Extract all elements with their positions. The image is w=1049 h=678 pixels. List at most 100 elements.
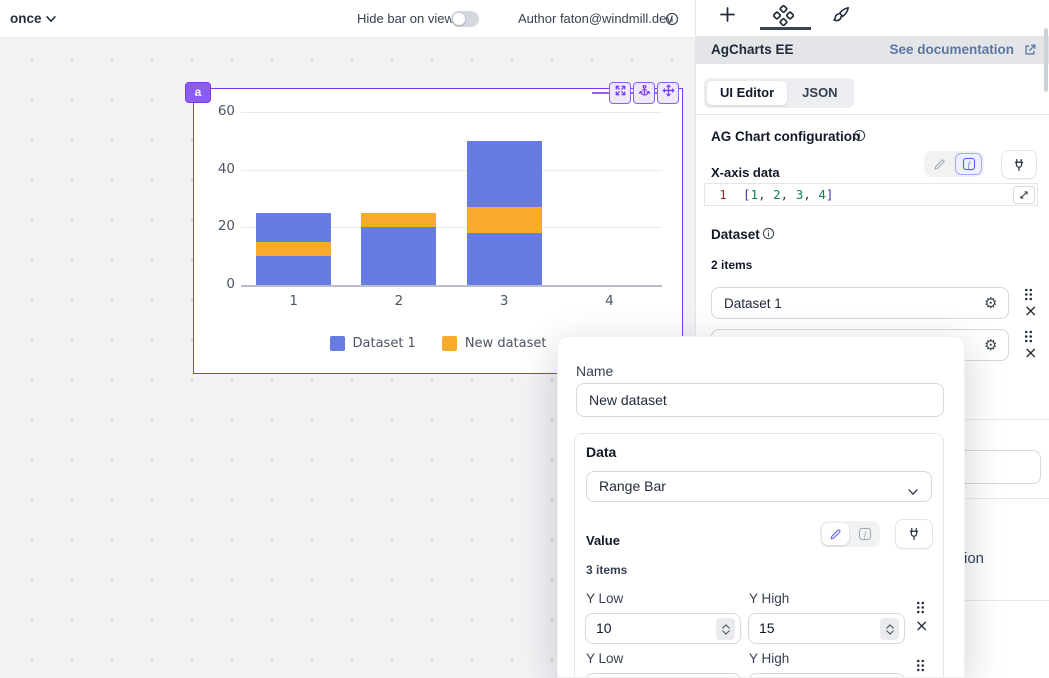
remove-dataset-button[interactable]: × [1024, 343, 1038, 362]
xaxis-data-label: X-axis data [711, 165, 780, 180]
drag-handle-icon[interactable] [1024, 330, 1033, 348]
svg-text:f: f [967, 160, 971, 169]
dataset-count: 2 items [711, 258, 753, 272]
anchor-icon [638, 84, 651, 102]
name-label: Name [576, 363, 614, 379]
chart-type-value: Range Bar [599, 478, 666, 494]
svg-text:f: f [863, 530, 867, 539]
value-label: Value [586, 533, 620, 548]
expand-handle[interactable] [609, 82, 631, 104]
data-section-box [574, 433, 944, 677]
remove-dataset-button[interactable]: × [1024, 301, 1038, 320]
static-pencil-button[interactable] [822, 523, 849, 545]
config-section-title: AG Chart configuration [711, 129, 861, 144]
drag-handle-icon[interactable] [916, 659, 925, 677]
number-stepper[interactable] [880, 618, 899, 640]
obscured-label-fragment: ion [964, 550, 985, 567]
divider [696, 114, 1049, 115]
editor-mode-tabs: UI Editor JSON [704, 78, 854, 108]
y-axis-tick-label: 40 [217, 160, 235, 177]
tab-json[interactable]: JSON [802, 85, 838, 100]
code-expand-button[interactable] [1013, 186, 1035, 204]
info-icon[interactable] [853, 129, 866, 147]
connect-plug-button[interactable] [1001, 150, 1037, 179]
y-axis-tick-label: 0 [226, 276, 235, 292]
bar-segment-dataset-1 [361, 227, 437, 285]
topbar: once Hide bar on view Author faton@windm… [0, 0, 695, 38]
y-high-label: Y High [749, 651, 790, 666]
remove-value-row-button[interactable]: × [915, 616, 929, 635]
info-icon[interactable] [762, 227, 775, 245]
range-bar-segment-new-dataset [256, 241, 332, 257]
static-pencil-button[interactable] [926, 153, 953, 175]
x-axis-tick-label: 2 [394, 293, 404, 309]
legend-item-new-dataset[interactable]: New dataset [441, 336, 546, 351]
dataset-edit-popover: Name Data Range Bar Value f 3 items Y Lo… [557, 336, 965, 678]
hide-bar-label: Hide bar on view [357, 11, 454, 26]
active-tab-underline [760, 27, 811, 30]
y-gridline [241, 227, 662, 229]
anchor-handle[interactable] [633, 82, 655, 104]
legend-label: Dataset 1 [352, 336, 416, 351]
see-documentation-link[interactable]: See documentation [889, 42, 1014, 57]
chevron-down-icon[interactable] [44, 12, 58, 31]
gear-icon[interactable]: ⚙ [984, 336, 998, 354]
y-high-input[interactable] [748, 673, 905, 677]
dataset-name-input[interactable] [576, 383, 944, 417]
external-link-icon[interactable] [1023, 43, 1037, 62]
tab-styling-brush[interactable] [831, 5, 851, 30]
connect-plug-button[interactable] [895, 519, 933, 549]
code-line-number: 1 [719, 187, 727, 202]
x-axis-tick-label: 4 [605, 293, 614, 309]
y-low-input[interactable]: 10 [585, 613, 741, 644]
xaxis-code-editor[interactable]: 1 [1, 2, 3, 4] [704, 183, 1038, 206]
legend-swatch-orange [441, 336, 457, 351]
code-content[interactable]: [1, 2, 3, 4] [743, 187, 834, 202]
add-component-button[interactable] [718, 5, 737, 29]
y-high-input[interactable]: 15 [748, 613, 905, 644]
chart-legend: Dataset 1 New dataset [194, 336, 682, 351]
data-label: Data [586, 444, 617, 460]
drag-handle-icon[interactable] [916, 601, 925, 619]
x-axis-line [241, 285, 662, 287]
chevron-down-icon [906, 480, 920, 509]
x-axis-tick-label: 3 [499, 293, 509, 309]
author-label: Author faton@windmill.dev [518, 11, 673, 26]
info-icon[interactable] [665, 12, 679, 31]
panel-title: AgCharts EE [711, 42, 794, 57]
tab-component-settings[interactable] [772, 4, 795, 31]
panel-header: AgCharts EE See documentation [696, 36, 1049, 64]
range-bar-segment-new-dataset [361, 212, 437, 228]
drag-handle-icon[interactable] [1024, 288, 1033, 306]
component-id-badge: a [185, 82, 211, 103]
tab-ui-editor[interactable]: UI Editor [707, 81, 788, 105]
legend-item-dataset-1[interactable]: Dataset 1 [329, 336, 416, 351]
x-axis-tick-label: 1 [289, 293, 298, 309]
function-mode-button[interactable]: f [955, 153, 982, 175]
number-stepper[interactable] [716, 618, 735, 640]
range-bar-segment-new-dataset [466, 207, 542, 234]
move-icon [662, 84, 675, 102]
y-axis-tick-label: 60 [217, 103, 235, 119]
dataset-1-name-input[interactable] [711, 287, 1009, 319]
y-low-label: Y Low [586, 591, 624, 606]
panel-scrollbar[interactable] [1044, 28, 1048, 92]
y-high-label: Y High [749, 591, 790, 606]
hide-bar-toggle[interactable] [451, 11, 479, 27]
author-email: faton@windmill.dev [559, 11, 673, 26]
toggle-knob [453, 13, 465, 25]
y-gridline [241, 169, 662, 171]
function-mode-button[interactable]: f [851, 523, 878, 545]
bar-chart: 0 20 40 60 1 2 3 4 [194, 89, 682, 373]
y-low-label: Y Low [586, 651, 624, 666]
chart-component[interactable]: a 0 20 40 60 1 2 3 4 Dataset 1 New da [185, 82, 683, 374]
schedule-policy-label: once [10, 11, 42, 26]
expand-icon [614, 84, 627, 102]
value-items-count: 3 items [586, 563, 628, 577]
gear-icon[interactable]: ⚙ [984, 294, 998, 312]
move-handle[interactable] [657, 82, 679, 104]
y-low-input[interactable] [585, 673, 741, 677]
xaxis-input-mode-toolbar: f [924, 151, 984, 177]
chart-type-select[interactable]: Range Bar [586, 471, 932, 502]
y-gridline [241, 112, 662, 113]
